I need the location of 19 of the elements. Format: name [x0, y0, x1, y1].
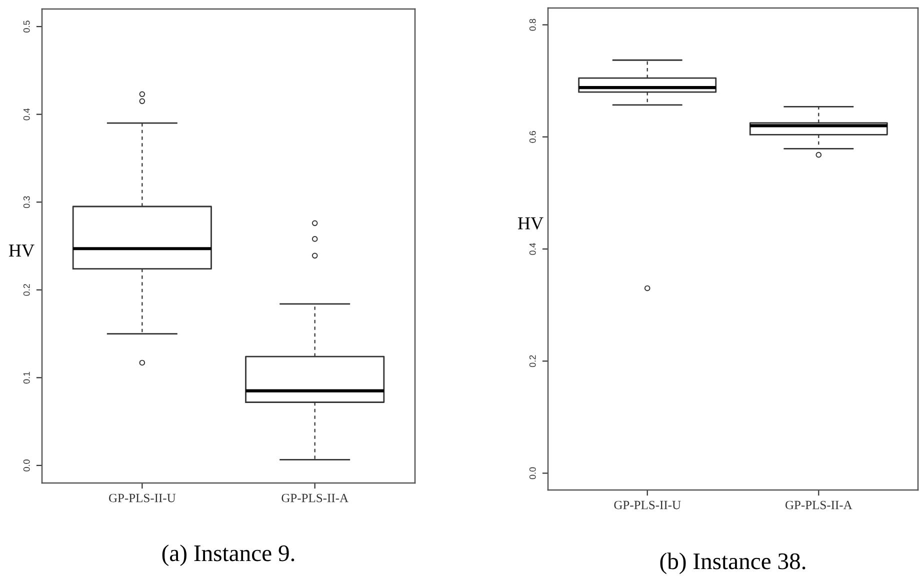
text: (b) Instance 38.	[660, 552, 806, 574]
x-tick-label: GP-PLS-II-U	[614, 500, 681, 510]
y-tick-label: 0.1	[23, 372, 30, 384]
y-tick-label: 0.8	[529, 18, 536, 31]
y-tick-label: 0.4	[529, 242, 536, 255]
x-tick-label: GP-PLS-II-A	[785, 500, 852, 510]
y-tick-label: 0.0	[23, 460, 30, 472]
y-axis-title: HV	[8, 244, 34, 257]
y-tick-label: 0.2	[529, 355, 536, 368]
x-tick-label: GP-PLS-II-U	[108, 494, 176, 502]
y-tick-label: 0.2	[23, 284, 30, 296]
y-tick-label: 0.3	[23, 196, 30, 208]
text: (a) Instance 9.	[162, 544, 294, 566]
y-tick-label: 0.6	[529, 131, 536, 143]
y-axis-title: HV	[518, 217, 544, 230]
y-tick-label: 0.5	[23, 20, 30, 32]
y-tick-label: 0.0	[529, 467, 536, 480]
y-tick-label: 0.4	[23, 108, 30, 120]
x-tick-label: GP-PLS-II-A	[282, 494, 348, 502]
